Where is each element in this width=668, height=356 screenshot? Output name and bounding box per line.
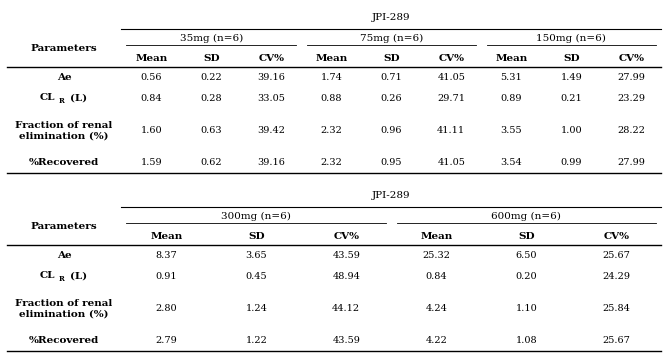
Text: 4.24: 4.24 xyxy=(426,304,447,313)
Text: 0.99: 0.99 xyxy=(560,158,582,167)
Text: CV%: CV% xyxy=(259,53,285,63)
Text: %Recovered: %Recovered xyxy=(29,158,99,167)
Text: CV%: CV% xyxy=(619,53,645,63)
Text: Fraction of renal
elimination (%): Fraction of renal elimination (%) xyxy=(15,121,113,140)
Text: 44.12: 44.12 xyxy=(332,304,360,313)
Text: 0.20: 0.20 xyxy=(516,272,537,281)
Text: 2.32: 2.32 xyxy=(321,158,342,167)
Text: (L): (L) xyxy=(70,271,88,280)
Text: 28.22: 28.22 xyxy=(617,126,645,135)
Text: 1.60: 1.60 xyxy=(140,126,162,135)
Text: 3.54: 3.54 xyxy=(500,158,522,167)
Text: SD: SD xyxy=(203,53,220,63)
Text: 2.79: 2.79 xyxy=(156,336,177,345)
Text: 0.22: 0.22 xyxy=(200,73,222,82)
Text: CV%: CV% xyxy=(333,231,359,241)
Text: SD: SD xyxy=(383,53,399,63)
Text: 0.84: 0.84 xyxy=(140,94,162,103)
Text: 2.80: 2.80 xyxy=(156,304,177,313)
Text: 3.65: 3.65 xyxy=(245,251,267,260)
Text: 4.22: 4.22 xyxy=(426,336,447,345)
Text: 0.84: 0.84 xyxy=(426,272,447,281)
Text: 5.31: 5.31 xyxy=(500,73,522,82)
Text: 0.28: 0.28 xyxy=(200,94,222,103)
Text: 0.26: 0.26 xyxy=(381,94,402,103)
Text: JPI-289: JPI-289 xyxy=(372,12,411,22)
Text: 25.84: 25.84 xyxy=(603,304,630,313)
Text: 39.16: 39.16 xyxy=(257,158,285,167)
Text: Mean: Mean xyxy=(495,53,528,63)
Text: Fraction of renal
elimination (%): Fraction of renal elimination (%) xyxy=(15,299,113,318)
Text: Parameters: Parameters xyxy=(31,221,98,230)
Text: 0.62: 0.62 xyxy=(200,158,222,167)
Text: 1.00: 1.00 xyxy=(560,126,582,135)
Text: Ae: Ae xyxy=(57,251,71,260)
Text: 43.59: 43.59 xyxy=(333,251,360,260)
Text: 39.42: 39.42 xyxy=(257,126,285,135)
Text: 25.67: 25.67 xyxy=(603,251,630,260)
Text: 41.05: 41.05 xyxy=(438,73,465,82)
Text: 24.29: 24.29 xyxy=(603,272,631,281)
Text: 0.95: 0.95 xyxy=(381,158,402,167)
Text: 0.56: 0.56 xyxy=(140,73,162,82)
Text: Ae: Ae xyxy=(57,73,71,82)
Text: 33.05: 33.05 xyxy=(257,94,285,103)
Text: 8.37: 8.37 xyxy=(156,251,177,260)
Text: Mean: Mean xyxy=(135,53,168,63)
Text: 300mg (n=6): 300mg (n=6) xyxy=(221,212,291,221)
Text: 39.16: 39.16 xyxy=(257,73,285,82)
Text: 1.08: 1.08 xyxy=(516,336,537,345)
Text: 0.89: 0.89 xyxy=(500,94,522,103)
Text: Mean: Mean xyxy=(315,53,347,63)
Text: 3.55: 3.55 xyxy=(500,126,522,135)
Text: 150mg (n=6): 150mg (n=6) xyxy=(536,34,607,43)
Text: 43.59: 43.59 xyxy=(333,336,360,345)
Text: 0.91: 0.91 xyxy=(156,272,177,281)
Text: 2.32: 2.32 xyxy=(321,126,342,135)
Text: SD: SD xyxy=(518,231,534,241)
Text: 23.29: 23.29 xyxy=(617,94,645,103)
Text: 1.59: 1.59 xyxy=(140,158,162,167)
Text: 25.67: 25.67 xyxy=(603,336,630,345)
Text: CL: CL xyxy=(39,271,55,280)
Text: 1.24: 1.24 xyxy=(245,304,267,313)
Text: 1.10: 1.10 xyxy=(516,304,537,313)
Text: 0.88: 0.88 xyxy=(321,94,342,103)
Text: SD: SD xyxy=(563,53,580,63)
Text: 48.94: 48.94 xyxy=(333,272,360,281)
Text: 0.45: 0.45 xyxy=(245,272,267,281)
Text: 0.63: 0.63 xyxy=(200,126,222,135)
Text: JPI-289: JPI-289 xyxy=(372,190,411,200)
Text: 1.74: 1.74 xyxy=(321,73,342,82)
Text: CV%: CV% xyxy=(438,53,464,63)
Text: 0.96: 0.96 xyxy=(381,126,402,135)
Text: R: R xyxy=(58,275,64,283)
Text: 75mg (n=6): 75mg (n=6) xyxy=(359,34,423,43)
Text: 27.99: 27.99 xyxy=(617,73,645,82)
Text: SD: SD xyxy=(248,231,265,241)
Text: 0.71: 0.71 xyxy=(380,73,402,82)
Text: 600mg (n=6): 600mg (n=6) xyxy=(492,212,561,221)
Text: R: R xyxy=(58,97,64,105)
Text: %Recovered: %Recovered xyxy=(29,336,99,345)
Text: 25.32: 25.32 xyxy=(422,251,450,260)
Text: 1.49: 1.49 xyxy=(560,73,582,82)
Text: 35mg (n=6): 35mg (n=6) xyxy=(180,34,243,43)
Text: (L): (L) xyxy=(70,93,88,102)
Text: CV%: CV% xyxy=(603,231,629,241)
Text: Mean: Mean xyxy=(150,231,182,241)
Text: 6.50: 6.50 xyxy=(516,251,537,260)
Text: 0.21: 0.21 xyxy=(560,94,582,103)
Text: 41.05: 41.05 xyxy=(438,158,465,167)
Text: Parameters: Parameters xyxy=(31,43,98,52)
Text: 1.22: 1.22 xyxy=(245,336,267,345)
Text: Mean: Mean xyxy=(420,231,452,241)
Text: 41.11: 41.11 xyxy=(438,126,466,135)
Text: 29.71: 29.71 xyxy=(438,94,466,103)
Text: 27.99: 27.99 xyxy=(617,158,645,167)
Text: CL: CL xyxy=(39,93,55,102)
